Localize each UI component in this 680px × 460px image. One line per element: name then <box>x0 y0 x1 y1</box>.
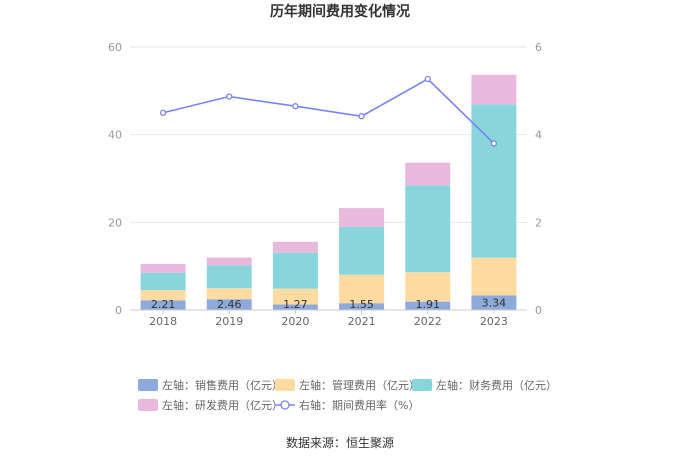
bar-data-label: 1.27 <box>283 298 308 311</box>
legend-item[interactable]: 左轴：财务费用（亿元） <box>412 378 557 392</box>
bar-data-label: 2.21 <box>151 298 176 311</box>
bar-data-label: 3.34 <box>482 297 507 310</box>
bar-segment <box>339 208 385 227</box>
legend-label: 右轴：期间费用率（%） <box>299 398 419 412</box>
legend-item[interactable]: 右轴：期间费用率（%） <box>275 398 419 412</box>
bar-segment <box>140 272 186 291</box>
rate-line-point <box>226 93 233 100</box>
x-axis-tick-label: 2018 <box>149 315 177 328</box>
bar-data-label: 1.55 <box>349 298 374 311</box>
rate-line-point <box>292 103 299 110</box>
bar-segment <box>272 241 318 253</box>
bar-segment <box>405 272 451 302</box>
x-axis-tick-label: 2019 <box>215 315 243 328</box>
bar-segment <box>339 226 385 275</box>
bar-segment <box>140 290 186 301</box>
bar-data-label: 1.91 <box>416 298 441 311</box>
stacked-bars <box>140 74 517 310</box>
legend-label: 左轴：研发费用（亿元） <box>162 398 283 412</box>
bar-segment <box>272 252 318 289</box>
bar-segment <box>471 257 517 296</box>
rate-line-point <box>159 109 167 116</box>
x-axis-tick-label: 2020 <box>281 315 309 328</box>
bar-segment <box>206 299 252 310</box>
grid-lines <box>130 46 527 223</box>
x-axis: 2018 2019 2020 2021 2022 2023 <box>130 309 527 328</box>
bar-segment <box>339 274 385 304</box>
right-axis-ticks: 0 2 4 6 <box>535 41 542 317</box>
legend-swatch-icon <box>412 379 432 391</box>
legend-label: 左轴：销售费用（亿元） <box>162 378 283 392</box>
source-note: 数据来源：恒生聚源 <box>286 435 394 450</box>
bar-segment <box>405 301 451 310</box>
left-axis-tick-label: 0 <box>115 304 122 317</box>
bar-segment <box>272 288 318 305</box>
legend-label: 左轴：财务费用（亿元） <box>436 378 557 392</box>
bar-segment <box>206 265 252 289</box>
bar-segment <box>405 162 451 186</box>
legend-swatch-icon <box>138 379 158 391</box>
legend-label: 左轴：管理费用（亿元） <box>299 378 420 392</box>
bar-data-label: 2.46 <box>217 298 242 311</box>
bar-segment <box>471 74 517 105</box>
legend-item[interactable]: 左轴：销售费用（亿元） <box>138 378 283 392</box>
rate-line <box>159 75 498 147</box>
right-axis-tick-label: 0 <box>535 304 542 317</box>
chart-title: 历年期间费用变化情况 <box>270 3 410 20</box>
x-axis-tick-label: 2022 <box>414 315 442 328</box>
rate-line-point <box>490 140 498 147</box>
legend-item[interactable]: 左轴：研发费用（亿元） <box>138 398 283 412</box>
left-axis-ticks: 0 20 40 60 <box>108 41 122 317</box>
bar-segment <box>140 263 186 273</box>
x-axis-tick-label: 2023 <box>480 315 508 328</box>
right-axis-tick-label: 6 <box>535 41 542 54</box>
right-axis-tick-label: 4 <box>535 129 542 142</box>
legend-swatch-icon <box>138 399 158 411</box>
rate-line-point <box>358 113 365 120</box>
legend-item[interactable]: 左轴：管理费用（亿元） <box>275 378 420 392</box>
data-labels: 2.21 2.46 1.27 1.55 1.91 3.34 <box>151 297 506 311</box>
bar-segment <box>272 304 318 310</box>
bar-segment <box>471 295 517 310</box>
legend-marker-icon <box>280 400 290 410</box>
rate-line-point <box>424 75 431 83</box>
left-axis-tick-label: 40 <box>108 129 122 142</box>
bar-segment <box>140 300 186 310</box>
bar-segment <box>405 185 451 273</box>
bar-segment <box>339 303 385 310</box>
legend-swatch-icon <box>275 379 295 391</box>
bar-segment <box>206 288 252 300</box>
legend[interactable]: 左轴：销售费用（亿元） 左轴：管理费用（亿元） 左轴：财务费用（亿元） 左轴：研发费用… <box>138 378 557 412</box>
left-axis-tick-label: 60 <box>108 41 122 54</box>
rate-line-path <box>162 78 495 145</box>
x-axis-tick-label: 2021 <box>348 315 376 328</box>
bar-segment <box>206 257 252 266</box>
right-axis-tick-label: 2 <box>535 216 542 229</box>
left-axis-tick-label: 20 <box>108 216 122 229</box>
